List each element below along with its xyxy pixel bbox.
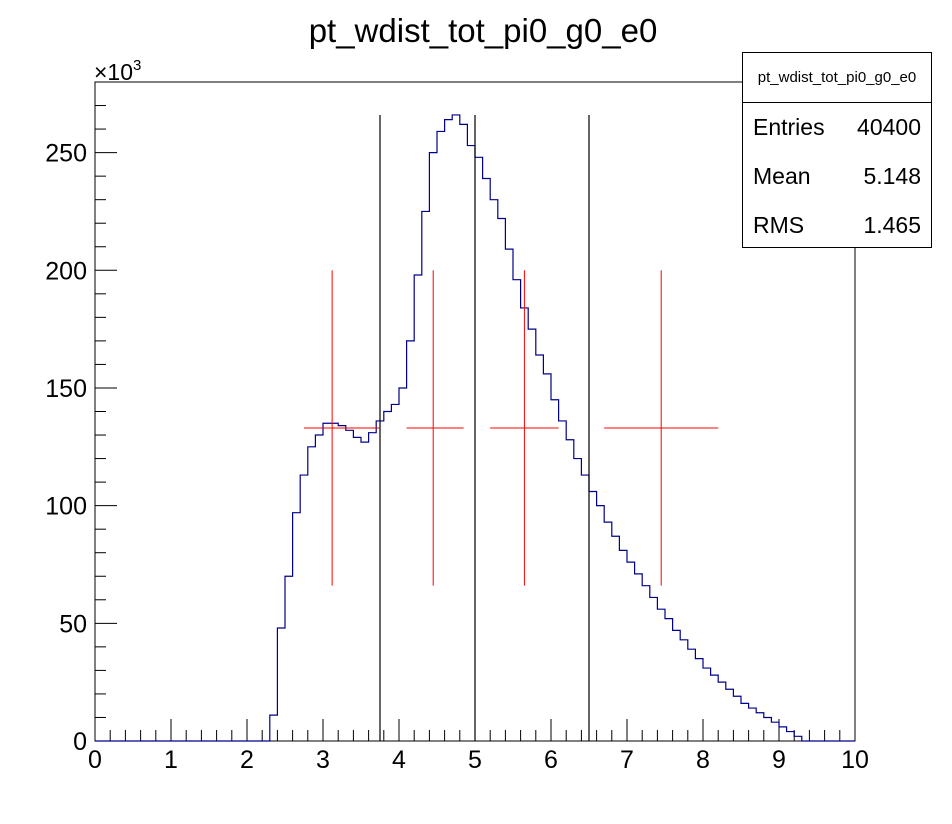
stats-title: pt_wdist_tot_pi0_g0_e0 xyxy=(743,53,931,103)
x-tick-label: 1 xyxy=(164,746,178,774)
x-tick-label: 2 xyxy=(240,746,254,774)
x-tick-label: 4 xyxy=(392,746,406,774)
stats-value: 5.148 xyxy=(863,163,921,189)
stats-label: RMS xyxy=(753,212,805,238)
y-tick-label: 200 xyxy=(45,257,87,285)
error-point xyxy=(490,270,559,586)
stats-row-rms: RMS 1.465 xyxy=(743,201,931,250)
stats-box: pt_wdist_tot_pi0_g0_e0 Entries 40400 Mea… xyxy=(742,52,932,248)
x-tick-label: 5 xyxy=(468,746,482,774)
stats-value: 40400 xyxy=(857,114,921,140)
y-tick-label: 0 xyxy=(73,728,87,756)
histogram-line xyxy=(95,114,855,742)
x-axis-ticks: 0 1 2 3 4 5 6 7 8 9 10 xyxy=(88,719,869,774)
y-tick-label: 250 xyxy=(45,140,87,168)
stats-value: 1.465 xyxy=(863,212,921,238)
y-axis-ticks: 0 50 100 150 200 250 xyxy=(45,105,117,756)
histogram-series xyxy=(95,114,855,742)
y-tick-label: 150 xyxy=(45,375,87,403)
stats-row-entries: Entries 40400 xyxy=(743,103,931,152)
y-multiplier-exponent: 3 xyxy=(133,57,141,74)
stats-label: Entries xyxy=(753,114,825,140)
x-tick-label: 0 xyxy=(88,746,102,774)
y-multiplier-label: ×103 xyxy=(94,57,141,85)
chart-title: pt_wdist_tot_pi0_g0_e0 xyxy=(309,12,658,49)
y-tick-label: 50 xyxy=(59,610,87,638)
x-tick-label: 9 xyxy=(772,746,786,774)
error-point xyxy=(304,270,380,586)
x-tick-label: 6 xyxy=(544,746,558,774)
stats-label: Mean xyxy=(753,163,811,189)
y-multiplier-base: ×10 xyxy=(94,59,133,85)
error-points xyxy=(304,270,719,586)
error-point xyxy=(406,270,464,586)
error-point xyxy=(604,270,719,586)
x-tick-label: 7 xyxy=(620,746,634,774)
stats-row-mean: Mean 5.148 xyxy=(743,152,931,201)
x-tick-label: 8 xyxy=(696,746,710,774)
x-tick-label: 3 xyxy=(316,746,330,774)
y-tick-label: 100 xyxy=(45,493,87,521)
x-tick-label: 10 xyxy=(841,746,869,774)
